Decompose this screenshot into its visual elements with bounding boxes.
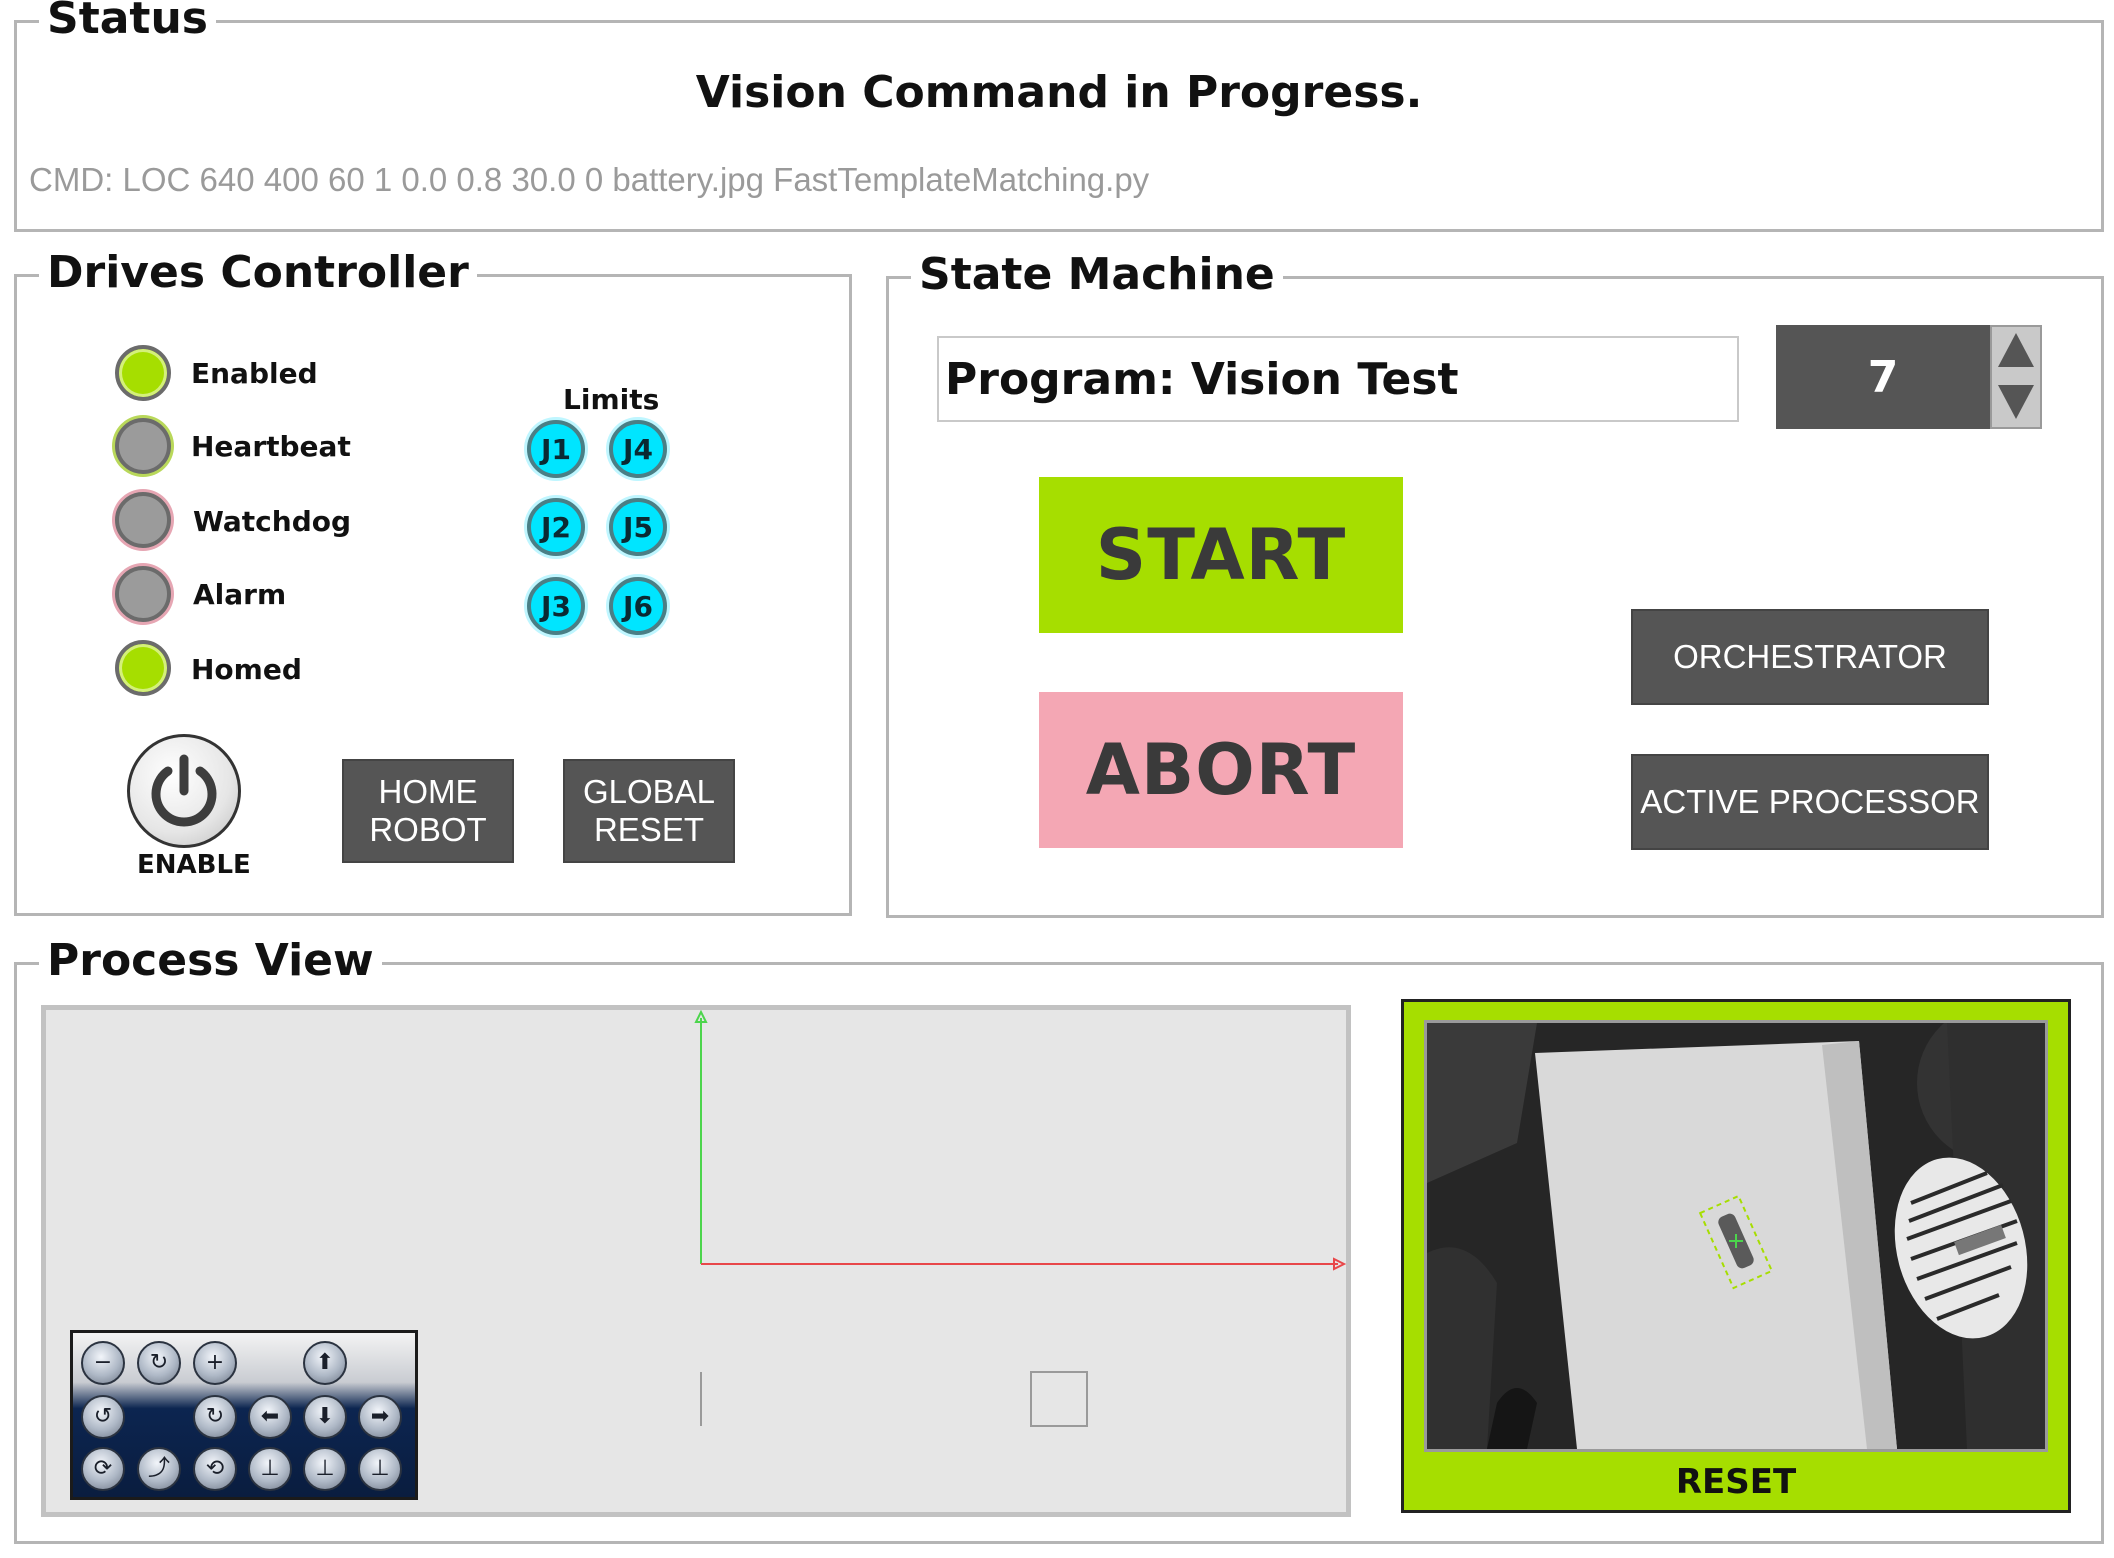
camera-frame: RESET	[1401, 999, 2071, 1513]
alarm-indicator	[115, 566, 171, 622]
roll-cw-icon[interactable]: ⟳	[81, 1447, 125, 1491]
zoom-out-icon[interactable]: −	[81, 1341, 125, 1385]
view-xy-icon[interactable]: ⊥	[248, 1447, 292, 1491]
status-message: Vision Command in Progress.	[695, 67, 1423, 118]
rotate-view-icon[interactable]: ↻	[137, 1341, 181, 1385]
pan-left-icon[interactable]: ⬅	[248, 1395, 292, 1439]
abort-button[interactable]: ABORT	[1039, 692, 1403, 848]
target-box	[1030, 1371, 1088, 1427]
view-yz-icon[interactable]: ⊥	[358, 1447, 402, 1491]
homed-label: Homed	[191, 653, 302, 686]
drives-controller-panel: Drives Controller Enabled Heartbeat Watc…	[14, 247, 852, 916]
watchdog-label: Watchdog	[193, 505, 352, 538]
pan-down-icon[interactable]: ⬇	[303, 1395, 347, 1439]
power-icon	[151, 754, 217, 827]
start-button[interactable]: START	[1039, 477, 1403, 633]
step-spinner	[1990, 325, 2042, 429]
limit-j4-button[interactable]: J4	[609, 420, 667, 478]
limits-label: Limits	[563, 383, 660, 416]
homed-indicator	[115, 640, 171, 696]
pan-up-icon[interactable]: ⬆	[303, 1341, 347, 1385]
global-reset-button[interactable]: GLOBAL RESET	[563, 759, 735, 863]
heartbeat-label: Heartbeat	[191, 430, 351, 463]
orchestrator-button[interactable]: ORCHESTRATOR	[1631, 609, 1989, 705]
camera-scene	[1427, 1023, 2045, 1449]
process-view-legend: Process View	[39, 935, 382, 987]
process-view-panel: Process View − ↻ + ⬆ ↺ ↻ ⬅ ⬇ ➡ ⟳ ⤴ ⟲ ⊥ ⊥	[14, 935, 2104, 1544]
heartbeat-indicator	[115, 418, 171, 474]
alarm-label: Alarm	[193, 578, 287, 611]
tilt-icon[interactable]: ⤴	[137, 1447, 181, 1491]
step-down-icon[interactable]	[1992, 377, 2040, 427]
state-machine-legend: State Machine	[911, 249, 1283, 301]
axes-drawing	[694, 1010, 1346, 1427]
program-field[interactable]: Program: Vision Test	[937, 336, 1739, 422]
step-up-icon[interactable]	[1992, 327, 2040, 377]
limit-j6-button[interactable]: J6	[609, 577, 667, 635]
home-robot-button[interactable]: HOME ROBOT	[342, 759, 514, 863]
enabled-indicator	[115, 345, 171, 401]
navigation-toolbar: − ↻ + ⬆ ↺ ↻ ⬅ ⬇ ➡ ⟳ ⤴ ⟲ ⊥ ⊥ ⊥	[70, 1330, 418, 1500]
reset-button[interactable]: RESET	[1675, 1462, 1797, 1502]
limit-j1-button[interactable]: J1	[527, 420, 585, 478]
status-legend: Status	[39, 0, 216, 45]
limit-j3-button[interactable]: J3	[527, 577, 585, 635]
command-text: CMD: LOC 640 400 60 1 0.0 0.8 30.0 0 bat…	[29, 161, 1150, 198]
home-robot-label: HOME ROBOT	[369, 773, 487, 848]
rotate-left-icon[interactable]: ↺	[81, 1395, 125, 1439]
status-panel: Status Vision Command in Progress. CMD: …	[14, 0, 2104, 232]
roll-ccw-icon[interactable]: ⟲	[193, 1447, 237, 1491]
enable-label: ENABLE	[137, 850, 251, 880]
global-reset-label: GLOBAL RESET	[582, 773, 716, 848]
enable-power-button[interactable]	[127, 734, 241, 848]
watchdog-indicator	[115, 492, 171, 548]
active-processor-button[interactable]: ACTIVE PROCESSOR	[1631, 754, 1989, 850]
x-axis-arrow	[1333, 1257, 1346, 1271]
3d-viewport[interactable]: − ↻ + ⬆ ↺ ↻ ⬅ ⬇ ➡ ⟳ ⤴ ⟲ ⊥ ⊥ ⊥	[41, 1005, 1351, 1517]
zoom-in-icon[interactable]: +	[193, 1341, 237, 1385]
view-xz-icon[interactable]: ⊥	[303, 1447, 347, 1491]
pan-right-icon[interactable]: ➡	[358, 1395, 402, 1439]
limit-j5-button[interactable]: J5	[609, 498, 667, 556]
y-axis-arrow	[694, 1010, 708, 1023]
state-machine-panel: State Machine Program: Vision Test 7 STA…	[886, 249, 2104, 918]
drives-legend: Drives Controller	[39, 247, 477, 299]
step-value[interactable]: 7	[1776, 325, 1990, 429]
enabled-label: Enabled	[191, 357, 318, 390]
camera-image	[1424, 1020, 2048, 1452]
limit-j2-button[interactable]: J2	[527, 498, 585, 556]
rotate-right-icon[interactable]: ↻	[193, 1395, 237, 1439]
